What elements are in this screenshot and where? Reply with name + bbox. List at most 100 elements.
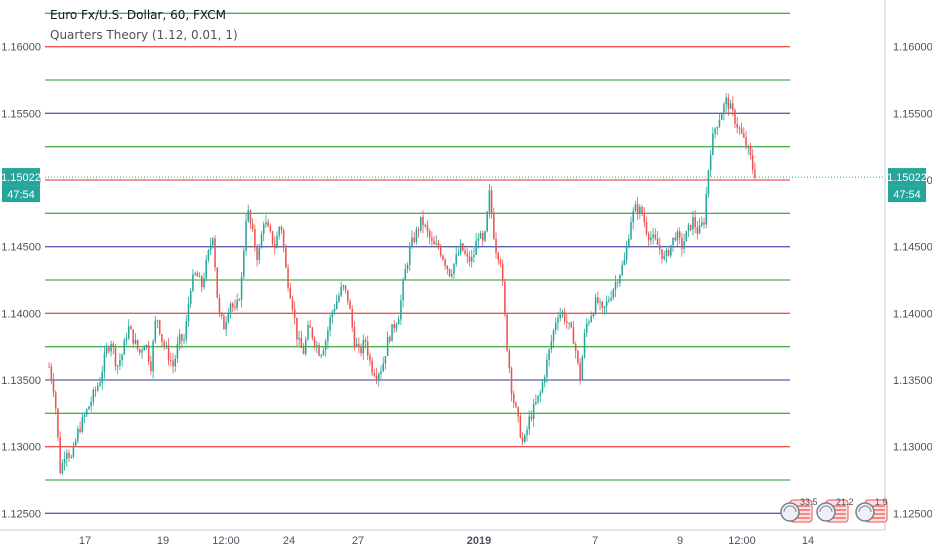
- x-tick-label: 12:00: [212, 535, 240, 547]
- time-axis[interactable]: 17 19 12:00 24 27 2019 7 9 12:00 14: [0, 529, 885, 547]
- candle-body: [543, 377, 546, 383]
- candle-body: [703, 222, 705, 225]
- candle-body: [731, 103, 734, 111]
- candle-body: [406, 264, 409, 270]
- candle-body: [674, 237, 677, 241]
- candle-body: [566, 321, 568, 323]
- y-tick-label-right: 1.13000: [893, 442, 932, 454]
- candle-body: [132, 329, 134, 344]
- candle-body: [70, 456, 73, 458]
- candle-body: [701, 222, 703, 226]
- candle-body: [212, 238, 214, 245]
- last-price-badge: [888, 168, 926, 186]
- candle-body: [280, 227, 283, 230]
- x-tick-label: 12:00: [728, 535, 756, 547]
- candle-body: [745, 137, 747, 148]
- candle-body: [481, 233, 484, 241]
- candle-body: [380, 371, 382, 374]
- candle-body: [377, 373, 380, 380]
- candle-body: [729, 103, 732, 109]
- candle-body: [428, 230, 431, 238]
- last-price-badges: 1.15022 47:54 1.15022 47:54: [1, 168, 927, 203]
- candle-body: [614, 282, 617, 290]
- us-event-flag-icon[interactable]: 21.2: [816, 497, 854, 523]
- candle-body: [293, 309, 296, 318]
- countdown-badge: [2, 185, 40, 203]
- x-tick-label: 24: [283, 535, 295, 547]
- candle-body: [316, 345, 318, 347]
- indicator-legend[interactable]: Quarters Theory (1.12, 0.01, 1): [50, 28, 238, 42]
- candle-body: [99, 382, 101, 386]
- candle-body: [493, 213, 495, 239]
- event-flags[interactable]: 33.5 21.2 1.9: [780, 497, 888, 523]
- candle-body: [220, 312, 223, 317]
- candle-body: [422, 216, 424, 226]
- candle-body: [130, 326, 132, 330]
- candle-body: [501, 263, 504, 282]
- candle-body: [641, 206, 643, 215]
- candle-body: [628, 239, 630, 248]
- candle-body: [747, 146, 750, 148]
- candle-body: [526, 429, 528, 436]
- candle-body: [459, 243, 462, 254]
- candle-body: [712, 133, 714, 155]
- candle-body: [369, 355, 371, 361]
- candle-body: [557, 318, 559, 323]
- candle-body: [48, 366, 50, 368]
- candle-body: [466, 253, 469, 257]
- candle-body: [437, 243, 440, 248]
- candle-body: [488, 190, 491, 212]
- x-tick-label: 19: [157, 535, 169, 547]
- candle-body: [364, 339, 367, 342]
- candle-body: [588, 321, 590, 324]
- candle-body: [404, 269, 407, 281]
- event-flag-label: 33.5: [800, 497, 818, 507]
- candle-body: [451, 273, 453, 277]
- candle-body: [521, 437, 524, 442]
- candle-body: [278, 227, 280, 236]
- chart-title: Euro Fx/U.S. Dollar, 60, FXCM: [50, 8, 226, 22]
- candle-body: [738, 127, 741, 129]
- candle-body: [515, 402, 517, 407]
- x-tick-label: 7: [592, 535, 598, 547]
- candle-body: [685, 231, 688, 242]
- candle-body: [552, 330, 555, 342]
- candle-body: [121, 354, 123, 361]
- candle-body: [105, 347, 108, 354]
- candle-body: [389, 336, 391, 342]
- y-tick-label-left: 1.15500: [1, 108, 41, 120]
- candle-body: [296, 317, 298, 340]
- candle-body: [327, 330, 329, 342]
- event-flag-label: 21.2: [836, 497, 854, 507]
- candle-body: [393, 324, 396, 329]
- quarter-levels: [45, 12, 790, 514]
- candle-body: [360, 345, 362, 354]
- candles: [48, 93, 756, 475]
- candle-body: [342, 285, 345, 287]
- us-event-flag-icon[interactable]: 33.5: [780, 497, 818, 523]
- candle-body: [692, 217, 694, 230]
- candle-body: [535, 401, 537, 404]
- candle-body: [656, 238, 659, 245]
- candle-body: [446, 265, 449, 270]
- candle-body: [61, 463, 64, 474]
- candle-body: [214, 238, 216, 268]
- candle-body: [116, 365, 119, 367]
- candle-body: [559, 314, 561, 319]
- candle-body: [373, 372, 376, 376]
- candle-body: [57, 408, 59, 437]
- x-tick-label: 9: [677, 535, 683, 547]
- candle-body: [236, 299, 238, 308]
- candle-body: [568, 322, 570, 324]
- candle-body: [103, 353, 106, 372]
- candle-body: [585, 323, 588, 333]
- candle-body: [143, 346, 146, 351]
- candle-body: [274, 244, 276, 249]
- us-event-flag-icon[interactable]: 1.9: [855, 497, 888, 523]
- candle-body: [156, 320, 159, 322]
- candle-body: [625, 247, 628, 260]
- candle-body: [386, 336, 389, 357]
- candle-body: [302, 348, 305, 354]
- y-tick-label-left: 1.13500: [1, 375, 41, 387]
